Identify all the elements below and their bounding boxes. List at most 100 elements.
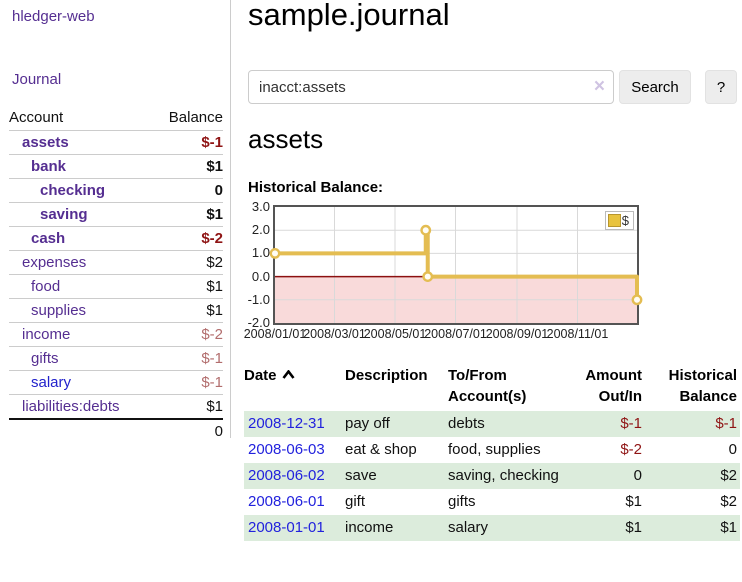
- transaction-date-link[interactable]: 2008-06-03: [248, 441, 325, 458]
- x-tick-label: 2008/07/01: [424, 327, 487, 341]
- description-column-header: Description: [345, 367, 428, 384]
- transaction-balance: $-1: [715, 415, 737, 432]
- accounts-table: Account Balance assets $-1 bank $1 check…: [9, 106, 223, 442]
- account-balance: 0: [214, 182, 223, 199]
- balance-chart: $: [269, 205, 643, 325]
- y-tick-label: 1.0: [251, 245, 270, 261]
- transaction-date-link[interactable]: 2008-06-01: [248, 493, 325, 510]
- account-link-gifts[interactable]: gifts: [31, 350, 59, 367]
- account-link-checking[interactable]: checking: [40, 182, 106, 199]
- account-balance: $1: [206, 398, 223, 415]
- account-row: bank $1: [9, 154, 223, 178]
- search-input[interactable]: [248, 70, 614, 104]
- legend-label: $: [621, 213, 629, 228]
- transaction-date-link[interactable]: 2008-12-31: [248, 415, 325, 432]
- account-balance: $1: [206, 302, 223, 319]
- date-column-header: Date: [244, 360, 345, 411]
- account-row: checking 0: [9, 178, 223, 202]
- x-tick-label: 2008/03/01: [303, 327, 366, 341]
- transaction-amount: $1: [625, 519, 642, 536]
- transaction-accounts: food, supplies: [448, 441, 541, 458]
- x-tick-label: 2008/01/01: [243, 327, 307, 341]
- account-row: expenses $2: [9, 250, 223, 274]
- x-tick-label: 2008/05/01: [363, 327, 427, 341]
- account-balance: $-1: [201, 134, 223, 151]
- y-tick-label: 2.0: [251, 222, 270, 238]
- accounts-total-value: 0: [214, 423, 223, 440]
- register-table: Date Description To/From Account(s) Amou…: [244, 360, 740, 541]
- account-row: liabilities:debts $1: [9, 394, 223, 418]
- sidebar: hledger-web Journal Account Balance asse…: [0, 0, 231, 440]
- account-balance: $2: [206, 254, 223, 271]
- transaction-amount: $-1: [620, 415, 642, 432]
- transaction-date-link[interactable]: 2008-01-01: [248, 519, 325, 536]
- help-button[interactable]: ?: [705, 70, 737, 104]
- account-row: food $1: [9, 274, 223, 298]
- account-link-assets[interactable]: assets: [22, 134, 69, 151]
- register-row: 2008-12-31 pay off debts $-1 $-1: [244, 411, 740, 437]
- transaction-description: pay off: [345, 415, 390, 432]
- transaction-balance: $1: [720, 519, 737, 536]
- transaction-accounts: gifts: [448, 493, 476, 510]
- account-balance: $1: [206, 206, 223, 223]
- app-title-link[interactable]: hledger-web: [12, 8, 95, 25]
- account-balance: $-1: [201, 350, 223, 367]
- page-title: sample.journal: [248, 0, 450, 32]
- account-row: income $-2: [9, 322, 223, 346]
- register-row: 2008-01-01 income salary $1 $1: [244, 515, 740, 541]
- account-row: cash $-2: [9, 226, 223, 250]
- account-link-income[interactable]: income: [22, 326, 71, 343]
- transaction-amount: 0: [633, 467, 642, 484]
- account-link-cash[interactable]: cash: [31, 230, 66, 247]
- account-link-supplies[interactable]: supplies: [31, 302, 87, 319]
- chart-canvas: [269, 207, 643, 323]
- account-balance: $-2: [201, 230, 223, 247]
- account-link-expenses[interactable]: expenses: [22, 254, 87, 271]
- register-row: 2008-06-03 eat & shop food, supplies $-2…: [244, 437, 740, 463]
- chart-legend: $: [604, 211, 634, 230]
- x-tick-label: 2008/09/01: [485, 327, 549, 341]
- balance-column-header: Historical Balance: [668, 367, 737, 405]
- transaction-date-link[interactable]: 2008-06-02: [248, 467, 325, 484]
- x-tick-label: 2008/11/01: [546, 327, 609, 341]
- legend-swatch-icon: [607, 214, 621, 227]
- account-row: gifts $-1: [9, 346, 223, 370]
- y-tick-label: -1.0: [247, 291, 270, 307]
- account-row: supplies $1: [9, 298, 223, 322]
- account-link-saving[interactable]: saving: [40, 206, 88, 223]
- sidebar-item-journal[interactable]: Journal: [12, 71, 62, 88]
- chart-y-axis: 3.0 2.0 1.0 0.0 -1.0 -2.0: [226, 199, 270, 330]
- account-balance: $1: [206, 158, 223, 175]
- transaction-amount: $1: [625, 493, 642, 510]
- accounts-column-header: To/From Account(s): [448, 367, 527, 405]
- chart-x-axis: 2008/01/01 2008/03/01 2008/05/01 2008/07/01…: [244, 327, 637, 343]
- clear-search-icon[interactable]: ×: [593, 76, 605, 97]
- balance-column-header: Balance: [168, 109, 223, 126]
- account-link-food[interactable]: food: [31, 278, 61, 295]
- y-tick-label: 0.0: [251, 268, 270, 284]
- y-tick-label: 3.0: [251, 199, 270, 214]
- account-balance: $-2: [201, 326, 223, 343]
- transaction-description: gift: [345, 493, 366, 510]
- transaction-balance: $2: [720, 493, 737, 510]
- search-form: ×: [248, 70, 614, 104]
- transaction-balance: $2: [720, 467, 737, 484]
- transaction-amount: $-2: [620, 441, 642, 458]
- transaction-accounts: debts: [448, 415, 485, 432]
- account-link-liabilities-debts[interactable]: liabilities:debts: [22, 398, 120, 415]
- account-link-salary[interactable]: salary: [31, 374, 72, 391]
- transaction-description: eat & shop: [345, 441, 417, 458]
- account-row: assets $-1: [9, 130, 223, 154]
- date-header-label: Date: [244, 367, 277, 384]
- account-balance: $1: [206, 278, 223, 295]
- chart-heading: Historical Balance:: [248, 179, 384, 196]
- transaction-description: income: [345, 519, 394, 536]
- search-button[interactable]: Search: [619, 70, 691, 104]
- amount-column-header: Amount Out/In: [585, 367, 642, 405]
- account-link-bank[interactable]: bank: [31, 158, 67, 175]
- transaction-accounts: salary: [448, 519, 489, 536]
- register-row: 2008-06-02 save saving, checking 0 $2: [244, 463, 740, 489]
- account-column-header: Account: [9, 109, 64, 126]
- transaction-description: save: [345, 467, 377, 484]
- transaction-balance: 0: [728, 441, 737, 458]
